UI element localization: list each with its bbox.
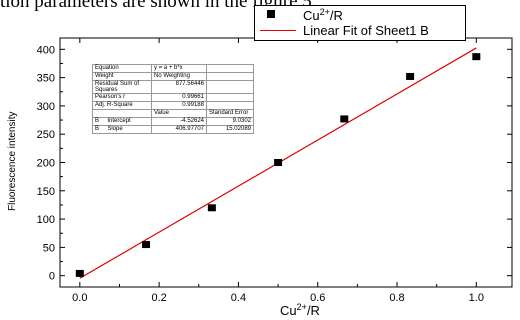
- fit-parameters-table: Equation y = a + b*x Weight No Weighting…: [92, 64, 254, 134]
- legend-line-marker-icon: [260, 30, 296, 31]
- x-axis-label-sup: 2+: [296, 302, 307, 312]
- table-cell: 877.56446: [151, 80, 207, 94]
- table-row: B Intercept -4.52624 9.0302: [92, 117, 254, 126]
- y-tick-label: 350: [37, 73, 55, 85]
- table-cell: [92, 109, 152, 118]
- table-cell: B Slope: [92, 125, 152, 134]
- y-tick-label: 400: [37, 44, 55, 56]
- param-label: Intercept: [107, 118, 131, 124]
- y-tick-label: 50: [43, 242, 55, 254]
- table-cell: 0.99661: [151, 93, 207, 102]
- legend-label-data-main: Cu: [303, 8, 320, 23]
- legend-square-marker-icon: [267, 10, 275, 18]
- y-axis-label: Fluorescence intensity: [7, 111, 18, 212]
- y-tick-label: 150: [37, 186, 55, 198]
- y-tick-label: 250: [37, 129, 55, 141]
- legend-item-data: Cu2+/R: [255, 7, 465, 24]
- table-cell: [206, 93, 254, 102]
- x-tick-label: 0.8: [389, 292, 404, 304]
- table-cell: Value: [151, 109, 207, 118]
- table-cell: 0.99188: [151, 101, 207, 110]
- y-tick-label: 200: [37, 158, 55, 170]
- x-tick-label: 0.0: [72, 292, 87, 304]
- data-point: [75, 269, 84, 277]
- table-cell: 9.0302: [206, 117, 254, 126]
- table-cell: Adj. R-Square: [92, 101, 152, 110]
- data-point: [274, 159, 283, 166]
- table-cell: [206, 101, 254, 110]
- legend-label-data-tail: /R: [329, 8, 343, 23]
- table-cell: Standard Error: [206, 109, 254, 118]
- x-axis-label: Cu2+/R: [255, 302, 345, 318]
- table-cell: Pearson's r: [92, 93, 152, 102]
- table-cell: -4.52624: [151, 117, 207, 126]
- chart-legend: Cu2+/R Linear Fit of Sheet1 B: [254, 5, 466, 41]
- y-tick-label: 300: [37, 101, 55, 113]
- legend-label-data: Cu2+/R: [303, 7, 343, 23]
- param-label: Slope: [107, 126, 123, 132]
- table-cell: 406.97707: [151, 125, 207, 134]
- table-row: Pearson's r 0.99661: [92, 93, 254, 102]
- table-cell: Equation: [92, 64, 152, 73]
- y-tick-label: 0: [49, 271, 55, 283]
- table-cell: Residual Sum of Squares: [92, 80, 152, 94]
- legend-label-data-sup: 2+: [319, 7, 330, 17]
- table-cell: 15.02089: [206, 125, 254, 134]
- table-cell: [206, 80, 254, 94]
- table-cell: No Weighting: [151, 72, 207, 81]
- table-cell: y = a + b*x: [151, 64, 207, 73]
- x-tick-label: 0.6: [310, 292, 325, 304]
- legend-label-fit: Linear Fit of Sheet1 B: [303, 23, 429, 38]
- data-point: [207, 204, 216, 212]
- y-tick-label: 100: [37, 214, 55, 226]
- x-axis-label-main: Cu: [280, 303, 297, 318]
- param-name: B: [95, 118, 100, 124]
- x-tick-label: 0.2: [151, 292, 166, 304]
- x-axis-label-tail: /R: [306, 303, 320, 318]
- table-cell: [206, 72, 254, 81]
- table-row: B Slope 406.97707 15.02089: [92, 125, 254, 134]
- table-cell: Weight: [92, 72, 152, 81]
- legend-item-fit: Linear Fit of Sheet1 B: [255, 23, 465, 40]
- table-row: Residual Sum of Squares 877.56446: [92, 80, 254, 94]
- data-point: [472, 53, 481, 61]
- table-row: Weight No Weighting: [92, 72, 254, 81]
- caption-text: tion parameters are shown in the figure …: [0, 0, 317, 12]
- table-row: Value Standard Error: [92, 109, 254, 118]
- table-cell: [206, 64, 254, 73]
- x-tick-label: 0.4: [231, 292, 246, 304]
- data-point: [406, 72, 415, 80]
- x-tick-label: 1.0: [469, 292, 484, 304]
- param-name: B: [95, 126, 100, 132]
- table-cell: B Intercept: [92, 117, 152, 126]
- data-point: [142, 241, 151, 249]
- table-row: Equation y = a + b*x: [92, 64, 254, 73]
- table-row: Adj. R-Square 0.99188: [92, 101, 254, 110]
- data-point: [340, 115, 349, 123]
